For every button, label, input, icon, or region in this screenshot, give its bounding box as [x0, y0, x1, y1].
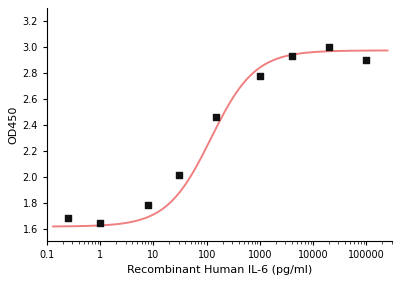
Point [97, 221, 104, 226]
Point [326, 45, 332, 50]
Point [176, 173, 182, 178]
Point [363, 58, 370, 63]
Y-axis label: OD450: OD450 [8, 106, 18, 144]
X-axis label: Recombinant Human IL-6 (pg/ml): Recombinant Human IL-6 (pg/ml) [127, 265, 312, 275]
Point [289, 54, 295, 59]
Point [65, 216, 72, 220]
Point [257, 73, 263, 78]
Point [145, 203, 152, 207]
Point [213, 115, 219, 119]
